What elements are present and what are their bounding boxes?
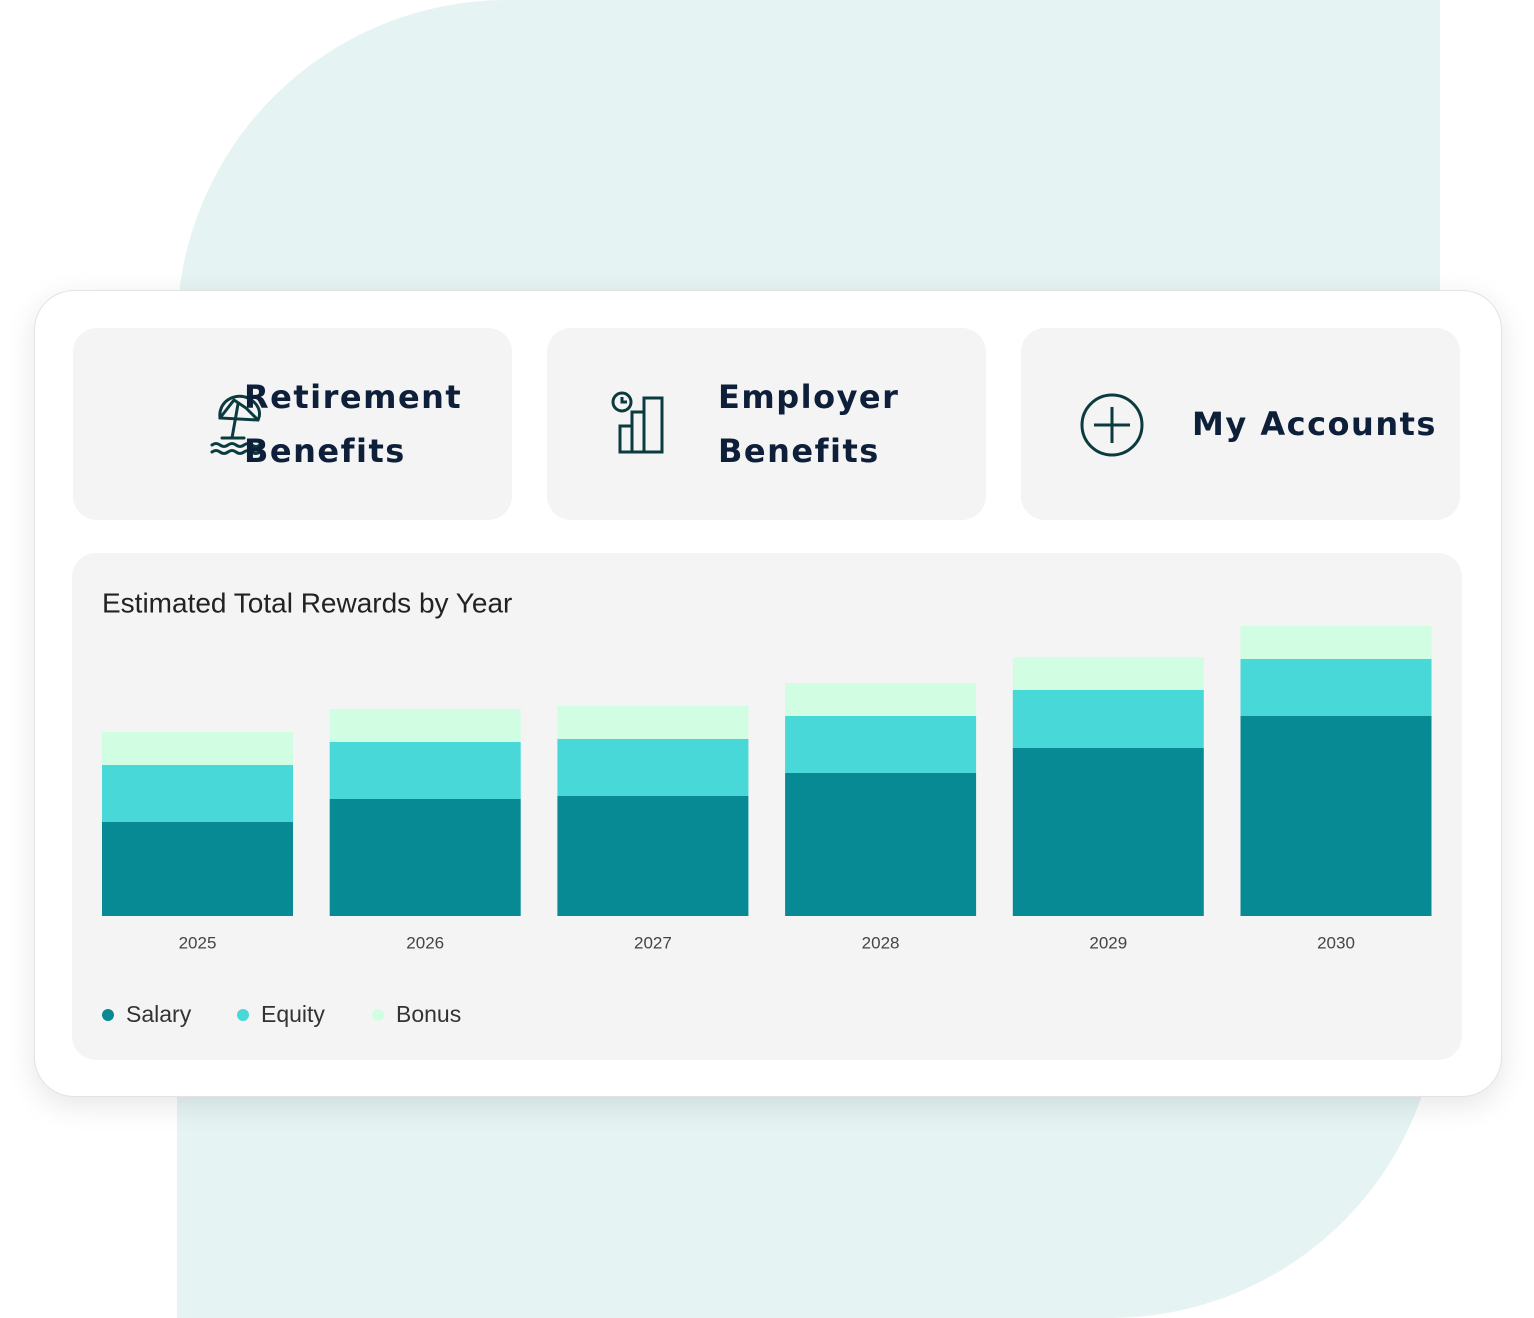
bar-segment (329, 742, 521, 799)
accounts-tile[interactable]: My Accounts (1021, 328, 1460, 520)
legend-swatch (372, 1009, 384, 1021)
tile-label: My Accounts (1192, 405, 1437, 443)
bar-segment (329, 709, 521, 742)
bar-segment (102, 822, 293, 916)
bar-segment (1240, 659, 1432, 716)
bar-segment (1240, 626, 1432, 659)
bar-chart-icon (611, 391, 664, 454)
bar-segment (1240, 716, 1432, 916)
legend-label: Salary (126, 1001, 192, 1027)
x-tick-label: 2027 (634, 933, 672, 952)
legend-label: Equity (261, 1001, 325, 1027)
tile-label: Retirement Benefits (244, 378, 463, 470)
x-tick-label: 2029 (1089, 933, 1127, 952)
legend-swatch (102, 1009, 114, 1021)
tile-label: Employer Benefits (718, 378, 900, 470)
employer-tile[interactable]: Employer Benefits (547, 328, 986, 520)
bar-segment (557, 796, 749, 916)
bar-segment (1012, 748, 1204, 916)
chart-panel (72, 553, 1462, 1060)
bar-segment (557, 739, 749, 796)
bar-segment (785, 773, 977, 916)
legend-swatch (237, 1009, 249, 1021)
bar-segment (785, 716, 977, 773)
bar-segment (1012, 690, 1204, 748)
x-tick-label: 2030 (1317, 933, 1355, 952)
bar-segment (102, 732, 293, 765)
x-tick-label: 2025 (179, 933, 217, 952)
bar-segment (785, 683, 977, 716)
bar-segment (557, 706, 749, 739)
legend-label: Bonus (396, 1001, 461, 1027)
bar-segment (102, 765, 293, 822)
bar-segment (329, 799, 521, 916)
plus-icon (1080, 393, 1144, 457)
x-tick-label: 2026 (406, 933, 444, 952)
retirement-tile[interactable]: Retirement Benefits (73, 328, 512, 520)
umbrella-icon (210, 394, 262, 455)
chart-title: Estimated Total Rewards by Year (102, 587, 512, 618)
x-tick-label: 2028 (862, 933, 900, 952)
bar-segment (1012, 657, 1204, 690)
